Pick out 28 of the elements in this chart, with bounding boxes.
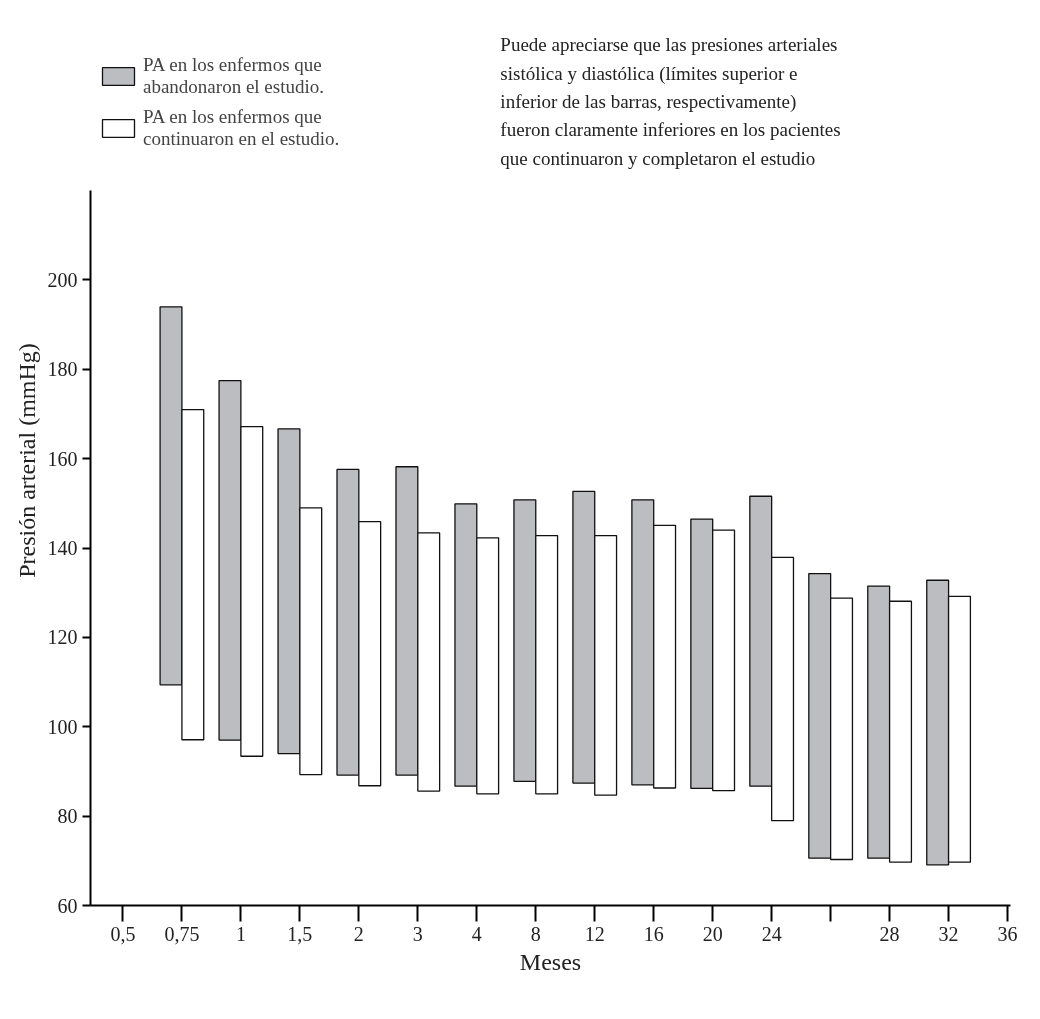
x-tick-label: 4 bbox=[471, 922, 482, 945]
y-tick-label: 180 bbox=[47, 358, 78, 381]
y-axis-title: Presión arterial (mmHg) bbox=[13, 343, 40, 578]
x-tick-label: 1,5 bbox=[287, 922, 313, 945]
x-tick-label: 8 bbox=[530, 922, 541, 945]
y-tick-label: 80 bbox=[57, 805, 78, 828]
legend-label: PA en los enfermos que abandonaron el estudio. bbox=[143, 54, 325, 98]
x-tick-label: 3 bbox=[412, 922, 423, 945]
x-tick-label: 0,5 bbox=[110, 922, 136, 945]
x-tick-label: 1 bbox=[235, 922, 246, 945]
x-tick-label: 12 bbox=[584, 922, 605, 945]
text: Puede apreciarse que las presiones arteriales sistólica y diastólica (límites superior e inferior de las barras, respectivamente) fueron claramente inferiores en los pacientes que continuaron y completaron el estudio bbox=[500, 34, 841, 169]
y-tick-label: 160 bbox=[47, 447, 78, 470]
x-tick-label: 20 bbox=[702, 922, 723, 945]
x-tick-label: 28 bbox=[879, 922, 900, 945]
x-tick-label: 0,75 bbox=[164, 922, 200, 945]
y-tick-label: 120 bbox=[47, 626, 78, 649]
x-tick-label: 32 bbox=[938, 922, 959, 945]
x-tick-label: 16 bbox=[643, 922, 664, 945]
x-tick-label: 36 bbox=[997, 922, 1018, 945]
y-tick-label: 140 bbox=[47, 537, 78, 560]
y-tick-label: 60 bbox=[57, 894, 78, 917]
x-axis-title: Meses bbox=[519, 948, 582, 975]
x-tick-label: 24 bbox=[761, 922, 782, 945]
y-tick-label: 200 bbox=[47, 269, 78, 291]
y-tick-label: 100 bbox=[47, 715, 78, 738]
legend-label: PA en los enfermos que continuaron en el estudio. bbox=[143, 106, 341, 150]
x-tick-label: 2 bbox=[353, 922, 364, 945]
